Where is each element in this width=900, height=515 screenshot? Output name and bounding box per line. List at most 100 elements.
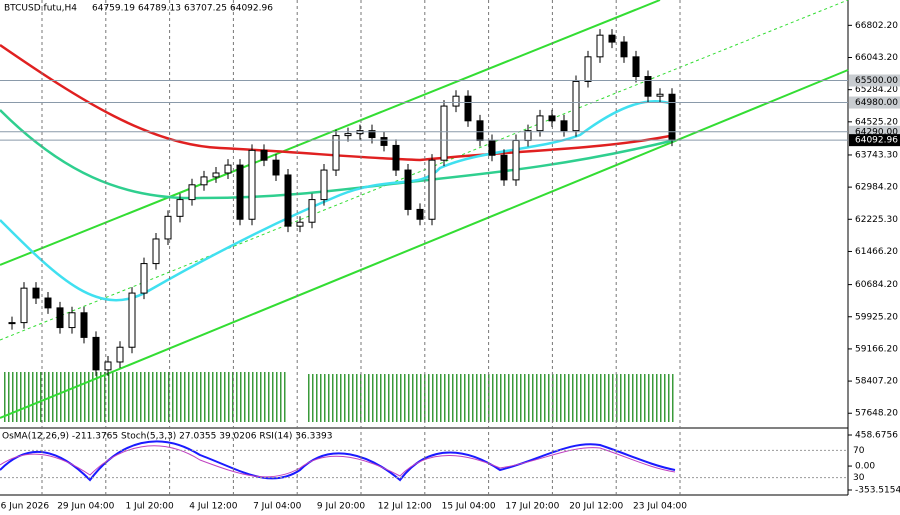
candle [488,140,496,156]
candle [392,144,400,171]
ind-tick-label: -353.5154 [855,486,900,496]
y-tick-label: 66802.20 [855,21,898,31]
candle [152,238,160,265]
y-tick-label: 66043.20 [855,53,898,63]
level-tag [849,74,900,87]
candle [236,164,244,220]
indicator-label: OsMA(12,26,9) -211.3765 Stoch(5,3,3) 27.… [2,432,333,442]
candle [344,133,352,137]
time-label: 9 Jul 20:00 [317,502,366,512]
header-close: 64092.96 [230,4,273,14]
time-label: 26 Jun 2026 [0,502,49,512]
candle [56,307,64,329]
candle [32,287,40,299]
candle [596,34,604,58]
ind-level-label: 70 [853,446,865,456]
candle [608,34,616,43]
candle [188,184,196,201]
candle [164,215,172,240]
candle [548,115,556,122]
stoch-main [0,440,676,482]
candle [500,154,508,181]
candle [140,263,148,294]
level-label: 64092.96 [855,136,898,146]
ind-tick-label: 458.6756 [855,431,898,441]
header-high: 64789.13 [138,4,181,14]
level-label: 65500.00 [855,76,898,86]
candle [200,176,208,186]
time-label: 12 Jul 12:00 [378,502,432,512]
channel-lower [0,69,849,419]
candle [656,93,664,97]
candle [320,169,328,201]
y-tick-label: 65284.20 [855,85,898,95]
time-label: 15 Jul 04:00 [442,502,496,512]
candle [416,208,424,220]
candle [68,312,76,329]
candle [224,164,232,174]
volume-bars [2,372,287,422]
candle [308,199,316,223]
candle [44,297,52,309]
candle [512,140,520,181]
candle [584,56,592,82]
candle [176,199,184,217]
candle [404,169,412,210]
level-tag [849,96,900,109]
header-low: 63707.25 [184,4,227,14]
candle [8,322,16,325]
time-label: 17 Jul 20:00 [505,502,559,512]
candle [104,361,112,371]
candle [368,130,376,139]
level-label: 64980.00 [855,98,898,108]
y-tick-label: 63743.30 [855,150,898,160]
y-tick-label: 59925.20 [855,312,898,322]
y-tick-label: 60684.20 [855,280,898,290]
ind-level-label: 30 [853,473,865,483]
candle [572,80,580,132]
time-label: 1 Jul 20:00 [125,502,174,512]
ma-green [0,109,676,200]
candle [92,336,100,371]
stoch-signal [0,445,676,478]
candle [560,120,568,132]
level-label: 64290.00 [855,127,898,137]
candle [476,120,484,142]
candle [284,174,292,227]
candle [632,56,640,78]
candle [20,287,28,324]
candle [536,115,544,132]
y-tick-label: 61466.20 [855,247,898,257]
ma-cyan [0,100,676,302]
candle [80,312,88,338]
channel-upper [0,0,661,266]
candle [620,41,628,58]
candle [428,159,436,220]
candle [380,137,388,146]
candle [272,159,280,176]
y-tick-label: 59166.20 [855,344,898,354]
candle [644,76,652,97]
candle [296,221,304,227]
time-label: 4 Jul 12:00 [189,502,238,512]
ind-tick-label: 0.00 [855,462,875,472]
time-label: 23 Jul 04:00 [633,502,687,512]
y-tick-label: 57648.20 [855,409,898,419]
candle [260,149,268,161]
candle [212,172,220,178]
y-tick-label: 62225.30 [855,215,898,225]
volume-bars [308,374,675,422]
time-label: 29 Jun 04:00 [57,502,114,512]
y-tick-label: 64525.20 [855,117,898,127]
y-tick-label: 62984.20 [855,183,898,193]
candle [248,149,256,220]
y-tick-label: 58407.20 [855,377,898,387]
header-symbol: BTCUSD.futu,H4 [4,4,77,14]
level-tag [849,134,900,147]
candle [128,292,136,348]
candle [116,346,124,363]
candle [452,95,460,107]
